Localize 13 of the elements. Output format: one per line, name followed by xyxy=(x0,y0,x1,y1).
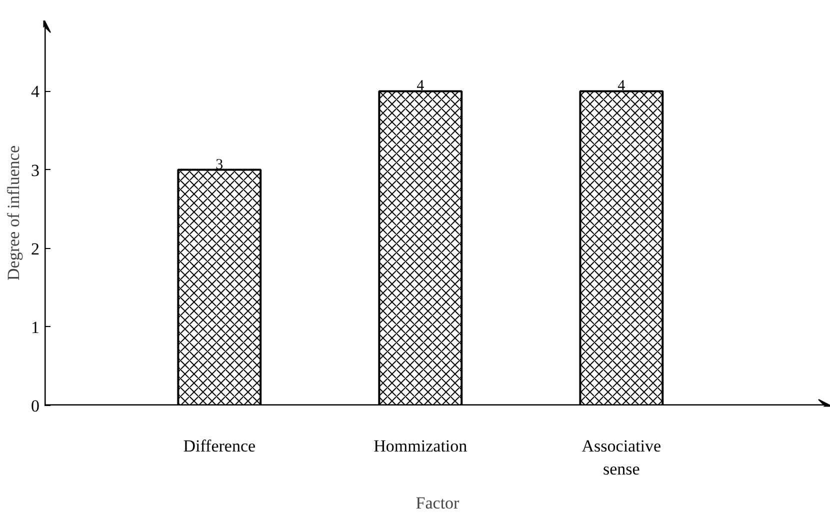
y-tick-label: 3 xyxy=(31,160,40,180)
x-tick-label: Associative sense xyxy=(582,436,662,478)
data-label: 4 xyxy=(416,78,425,94)
y-tick-label: 4 xyxy=(31,82,40,102)
y-tick-label: 1 xyxy=(31,318,40,337)
y-tick-label: 2 xyxy=(31,239,40,258)
x-tick-label: Hommization xyxy=(374,436,468,456)
y-tick-label: 0 xyxy=(31,396,40,416)
x-tick-label: Difference xyxy=(183,436,256,456)
data-label: 4 xyxy=(618,78,626,94)
y-axis-title: Degree of influence xyxy=(4,146,23,280)
x-axis-title: Factor xyxy=(416,493,460,512)
data-label: 3 xyxy=(216,156,224,173)
